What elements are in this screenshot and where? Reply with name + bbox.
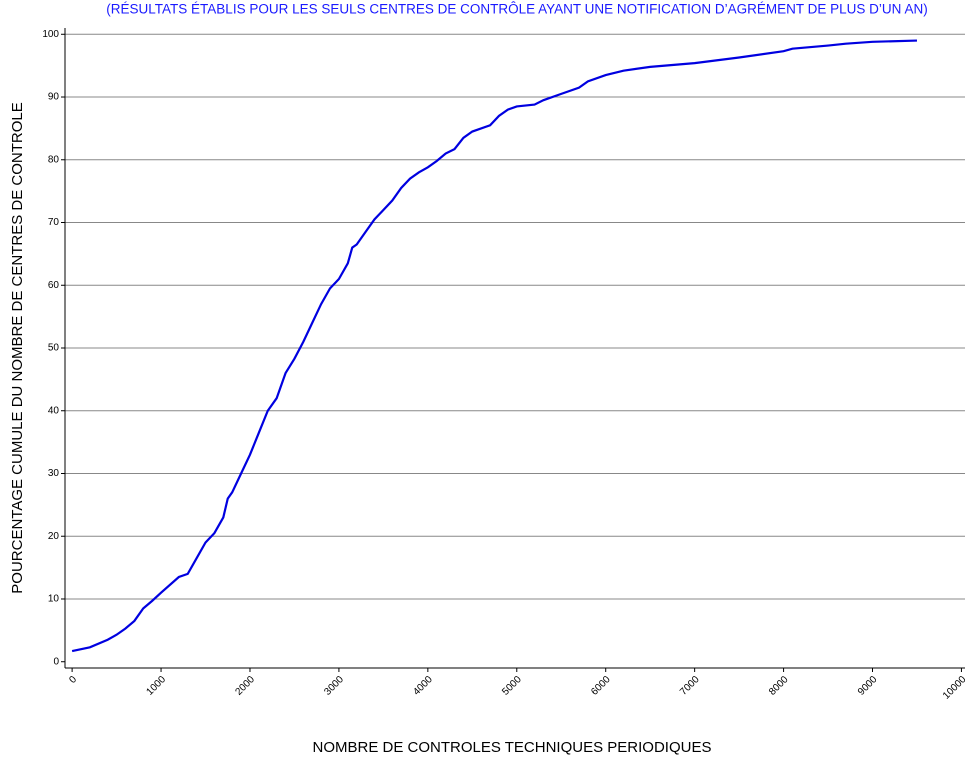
x-tick-label: 10000 — [941, 674, 969, 702]
y-tick-label: 100 — [42, 29, 59, 40]
y-tick-label: 0 — [53, 656, 59, 667]
y-tick-label: 80 — [48, 154, 60, 165]
x-tick-label: 4000 — [411, 674, 435, 698]
y-tick-label: 50 — [48, 343, 60, 354]
chart-title: (RÉSULTATS ÉTABLIS POUR LES SEULS CENTRE… — [106, 2, 927, 17]
x-tick-label: 8000 — [767, 674, 791, 698]
x-tick-label: 6000 — [589, 674, 613, 698]
x-tick-label: 5000 — [500, 674, 524, 698]
y-tick-label: 90 — [48, 92, 60, 103]
y-tick-label: 20 — [48, 531, 60, 542]
x-tick-label: 2000 — [233, 674, 257, 698]
y-tick-label: 10 — [48, 594, 60, 605]
x-tick-label: 9000 — [856, 674, 880, 698]
x-tick-label: 0 — [67, 674, 79, 686]
line — [71, 39, 918, 653]
x-tick-label: 3000 — [322, 674, 346, 698]
x-tick-label: 1000 — [145, 674, 169, 698]
y-tick-label: 30 — [48, 468, 60, 479]
y-tick-label: 40 — [48, 405, 60, 416]
y-axis-label: POURCENTAGE CUMULE DU NOMBRE DE CENTRES … — [9, 102, 26, 593]
x-tick-label: 7000 — [678, 674, 702, 698]
y-tick-label: 70 — [48, 217, 60, 228]
y-tick-label: 60 — [48, 280, 60, 291]
x-axis-label: NOMBRE DE CONTROLES TECHNIQUES PERIODIQU… — [313, 739, 712, 756]
